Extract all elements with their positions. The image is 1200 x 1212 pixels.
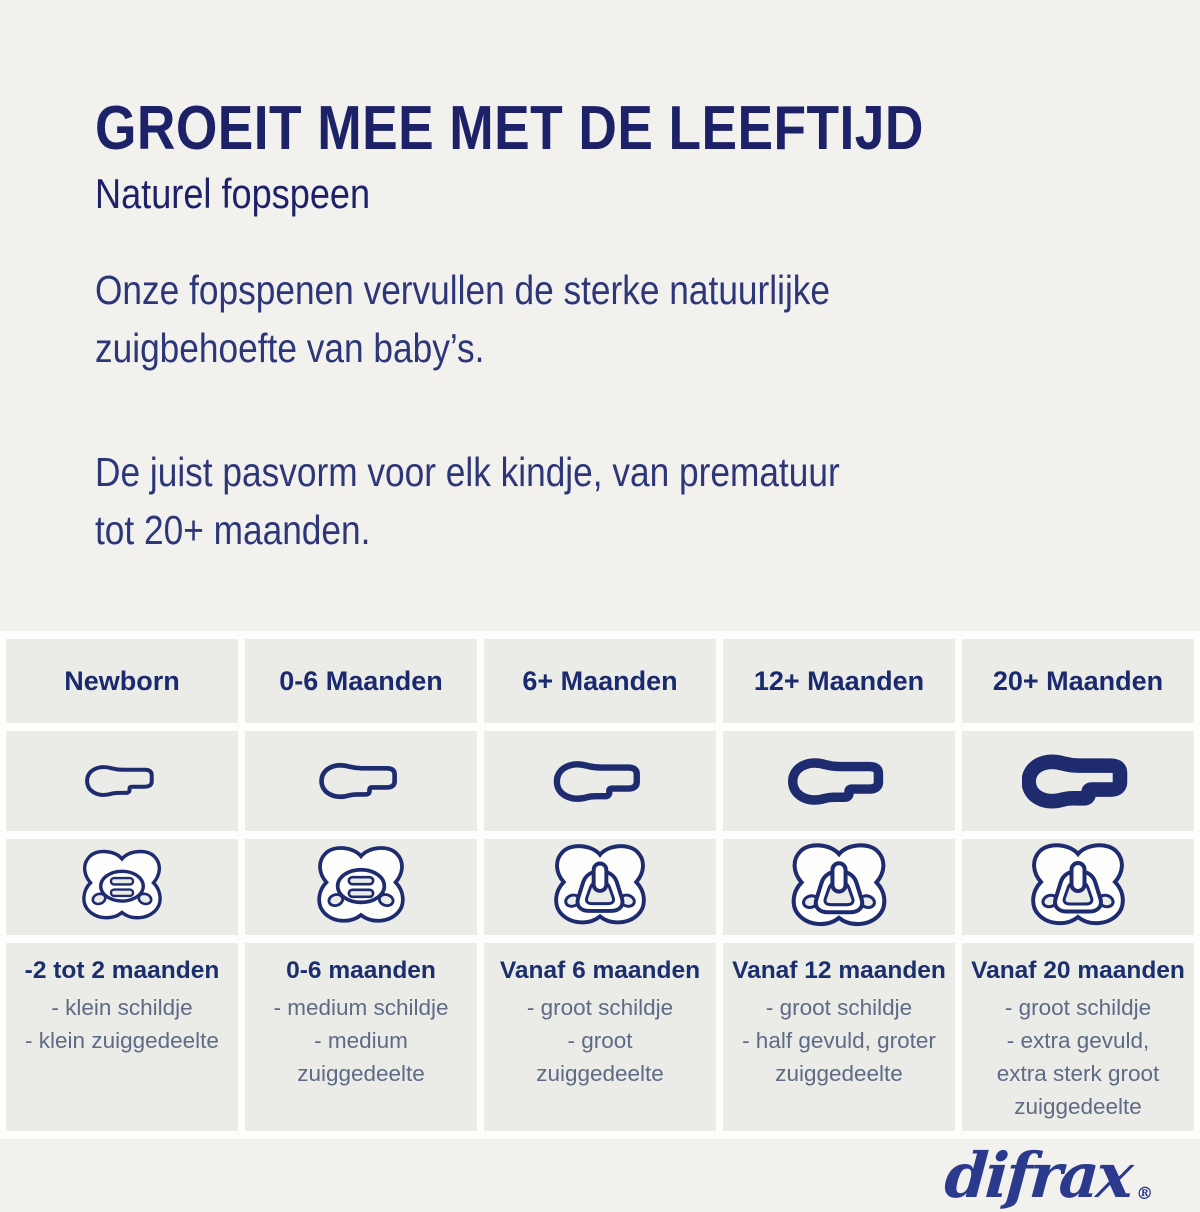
intro-paragraph-2: De juist pasvorm voor elk kindje, van pr… — [95, 443, 1157, 559]
detail-line: extra sterk groot — [996, 1061, 1160, 1087]
pacifier-row-cell — [962, 839, 1194, 936]
teat-side-view-icon — [85, 765, 154, 798]
description-cell: 0-6 maanden - medium schildje - medium z… — [245, 943, 477, 1132]
teat-row-cell — [962, 731, 1194, 832]
table-column-20-plus-maanden: 20+ Maanden Vanaf 20 maanden — [962, 639, 1194, 1132]
difrax-logo-text: difrax — [942, 1139, 1133, 1212]
detail-line: - groot schildje — [526, 995, 674, 1021]
column-header: 0-6 Maanden — [245, 639, 477, 724]
pacifier-row-cell — [723, 839, 955, 936]
table-column-12-plus-maanden: 12+ Maanden Vanaf 12 maanden — [723, 639, 955, 1132]
hero-section: GROEIT MEE MET DE LEEFTIJD Naturel fopsp… — [95, 96, 1157, 559]
column-header: 6+ Maanden — [484, 639, 716, 724]
intro-line: Onze fopspenen vervullen de sterke natuu… — [95, 267, 831, 314]
teat-side-view-icon — [553, 761, 640, 802]
detail-line: zuiggedeelte — [775, 1061, 903, 1087]
column-header: 20+ Maanden — [962, 639, 1194, 724]
page-title: GROEIT MEE MET DE LEEFTIJD — [95, 94, 924, 163]
column-header-label: 0-6 Maanden — [279, 665, 443, 696]
hero-text-block: GROEIT MEE MET DE LEEFTIJD Naturel fopsp… — [95, 96, 1157, 559]
intro-line: tot 20+ maanden. — [95, 507, 371, 554]
pacifier-row-cell — [484, 839, 716, 936]
pacifier-front-button-icon — [82, 850, 162, 920]
detail-line: - klein zuiggedeelte — [25, 1028, 219, 1054]
description-cell: Vanaf 20 maanden - groot schildje - extr… — [962, 943, 1194, 1132]
column-header-label: 6+ Maanden — [522, 665, 678, 696]
age-label: 0-6 maanden — [286, 957, 436, 985]
teat-row-cell — [484, 731, 716, 832]
page-subtitle: Naturel fopspeen — [95, 170, 371, 218]
column-header: 12+ Maanden — [723, 639, 955, 724]
teat-row-cell — [6, 731, 238, 832]
age-label: Vanaf 6 maanden — [499, 957, 701, 985]
teat-side-view-icon — [319, 763, 397, 800]
detail-line: zuiggedeelte — [536, 1061, 664, 1087]
teat-row-cell — [723, 731, 955, 832]
age-label: -2 tot 2 maanden — [24, 957, 220, 985]
age-label: Vanaf 12 maanden — [732, 957, 946, 985]
description-cell: -2 tot 2 maanden - klein schildje - klei… — [6, 943, 238, 1132]
description-cell: Vanaf 12 maanden - groot schildje - half… — [723, 943, 955, 1132]
column-header-label: Newborn — [64, 665, 180, 696]
detail-line: zuiggedeelte — [297, 1061, 425, 1087]
pacifier-row-cell — [6, 839, 238, 936]
age-label: Vanaf 20 maanden — [971, 957, 1185, 985]
detail-line: - medium schildje — [273, 995, 449, 1021]
detail-line: - half gevuld, groter — [742, 1028, 936, 1054]
detail-line: - groot schildje — [1004, 995, 1152, 1021]
detail-line: - groot — [567, 1028, 633, 1054]
pacifier-front-ring-icon — [554, 844, 646, 925]
column-header: Newborn — [6, 639, 238, 724]
registered-trademark-icon: ® — [1135, 1184, 1154, 1205]
detail-line: zuiggedeelte — [1014, 1094, 1142, 1120]
footer: difrax ® — [0, 1139, 1200, 1212]
pacifier-front-ring-icon — [791, 843, 887, 926]
intro-line: zuigbehoefte van baby’s. — [95, 325, 485, 372]
detail-line: - groot schildje — [765, 995, 913, 1021]
column-header-label: 12+ Maanden — [753, 665, 925, 696]
pacifier-front-button-icon — [317, 846, 405, 923]
pacifier-front-ring-icon — [1031, 843, 1125, 926]
difrax-logo: difrax ® — [942, 1139, 1156, 1212]
description-cell: Vanaf 6 maanden - groot schildje - groot… — [484, 943, 716, 1132]
detail-line: - klein schildje — [51, 995, 193, 1021]
teat-row-cell — [245, 731, 477, 832]
pacifier-row-cell — [245, 839, 477, 936]
table-column-6-plus-maanden: 6+ Maanden Vanaf 6 maanden - — [484, 639, 716, 1132]
intro-line: De juist pasvorm voor elk kindje, van pr… — [95, 449, 840, 496]
teat-side-view-icon — [787, 758, 884, 805]
intro-paragraph-1: Onze fopspenen vervullen de sterke natuu… — [95, 261, 1157, 377]
table-column-newborn: Newborn -2 tot 2 maanden - kl — [6, 639, 238, 1132]
detail-line: - extra gevuld, — [1006, 1028, 1150, 1054]
teat-side-view-icon — [1022, 754, 1128, 809]
age-comparison-table: Newborn -2 tot 2 maanden - kl — [0, 631, 1200, 1140]
column-header-label: 20+ Maanden — [992, 665, 1164, 696]
table-column-0-6-maanden: 0-6 Maanden 0-6 maanden - med — [245, 639, 477, 1132]
detail-line: - medium — [314, 1028, 408, 1054]
